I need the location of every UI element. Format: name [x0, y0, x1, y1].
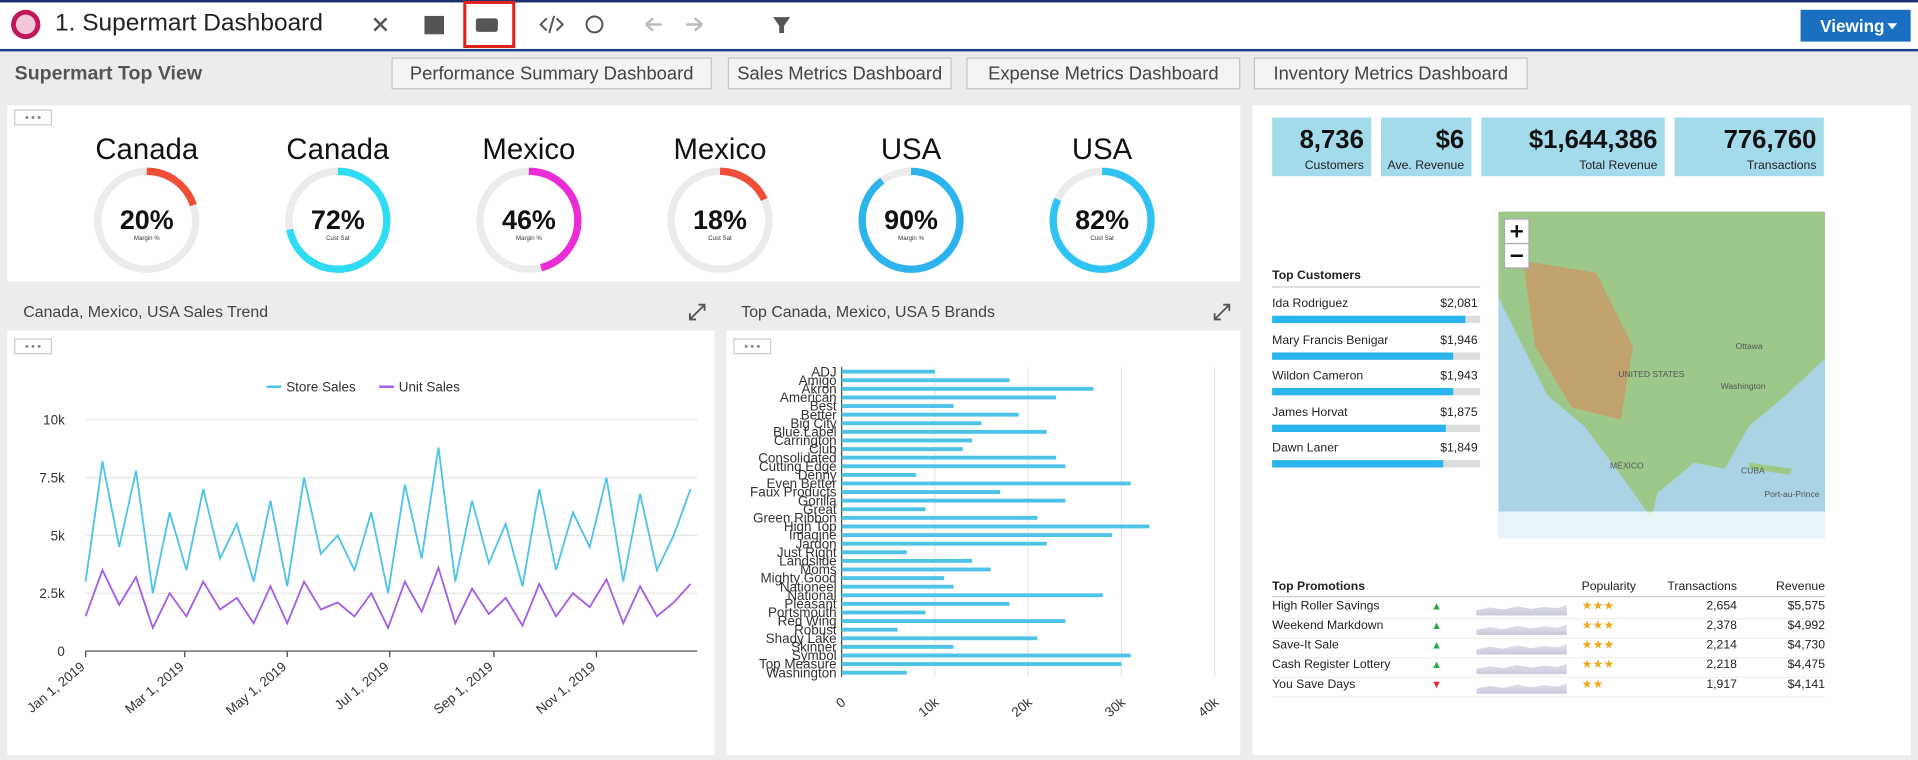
customer-name: Ida Rodriguez — [1272, 297, 1349, 311]
dashboard-tab[interactable]: Performance Summary Dashboard — [391, 57, 712, 90]
toolbar-title: 1. Supermart Dashboard — [55, 9, 323, 37]
customer-bar — [1272, 351, 1453, 360]
dashboard-tab[interactable]: Sales Metrics Dashboard — [727, 57, 952, 90]
promo-stars: ★★★ — [1581, 599, 1615, 614]
kpi-value: 8,736 — [1299, 126, 1364, 155]
panel-title: Top Canada, Mexico, USA 5 Brands — [741, 302, 995, 321]
kpi-value: $1,644,386 — [1528, 126, 1658, 155]
table-header: Revenue — [1776, 580, 1826, 594]
viewing-button[interactable]: Viewing — [1800, 9, 1911, 42]
gauge-panel — [7, 105, 1241, 282]
sparkline — [1476, 624, 1567, 636]
table-header: Transactions — [1667, 580, 1737, 594]
expand-icon[interactable] — [1213, 303, 1231, 321]
dashboard-tab[interactable]: Expense Metrics Dashboard — [966, 57, 1241, 90]
list-title: Top Customers — [1272, 269, 1481, 288]
promo-revenue: $5,575 — [1787, 599, 1826, 614]
promo-name: You Save Days — [1272, 677, 1356, 692]
customer-name: Wildon Cameron — [1272, 369, 1364, 384]
promo-stars: ★★★ — [1581, 638, 1615, 653]
sparkline — [1476, 643, 1567, 655]
customer-name: James Horvat — [1272, 405, 1348, 420]
kpi-tile — [1481, 117, 1665, 177]
promo-stars: ★★★ — [1581, 658, 1615, 672]
toolbar — [0, 0, 1918, 52]
sales-panel — [7, 330, 715, 756]
table-rule — [1272, 595, 1826, 598]
promo-name: High Roller Savings — [1272, 599, 1380, 614]
kpi-caption: Customers — [1304, 159, 1364, 173]
sparkline — [1476, 604, 1567, 616]
sparkline — [1476, 663, 1567, 675]
kpi-caption: Total Revenue — [1579, 159, 1658, 173]
promo-transactions: 2,378 — [1706, 619, 1737, 633]
table-rule — [1272, 657, 1826, 659]
panel-title: Canada, Mexico, USA Sales Trend — [23, 302, 269, 321]
promo-trend: ▲ — [1431, 658, 1443, 671]
promo-trend: ▲ — [1431, 638, 1443, 652]
promo-transactions: 2,654 — [1706, 599, 1737, 614]
promo-revenue: $4,992 — [1787, 619, 1826, 633]
promo-revenue: $4,475 — [1787, 658, 1826, 672]
kpi-tile — [1380, 117, 1472, 177]
customer-bar — [1272, 315, 1466, 324]
promo-revenue: $4,730 — [1787, 638, 1826, 653]
customer-name: Dawn Laner — [1272, 441, 1339, 456]
dashboard-tab[interactable]: Inventory Metrics Dashboard — [1253, 57, 1528, 90]
customer-value: $1,849 — [1440, 441, 1478, 456]
promo-name: Weekend Markdown — [1272, 619, 1384, 633]
table-rule — [1272, 637, 1826, 639]
kpi-value: 776,760 — [1723, 126, 1817, 155]
promo-transactions: 1,917 — [1706, 677, 1737, 692]
customer-name: Mary Francis Benigar — [1272, 333, 1389, 347]
kpi-value: $6 — [1435, 126, 1465, 155]
customer-value: $2,081 — [1440, 297, 1478, 311]
promo-transactions: 2,218 — [1706, 658, 1737, 672]
promo-trend: ▲ — [1431, 619, 1443, 632]
customer-value: $1,943 — [1440, 369, 1478, 384]
customer-bar — [1272, 387, 1453, 396]
promo-transactions: 2,214 — [1706, 638, 1737, 653]
kpi-caption: Ave. Revenue — [1387, 159, 1465, 173]
customer-bar — [1272, 424, 1447, 432]
promo-trend: ▼ — [1431, 677, 1443, 691]
promo-stars: ★★★ — [1581, 619, 1615, 633]
kpi-tile — [1272, 117, 1372, 177]
promo-name: Cash Register Lottery — [1272, 658, 1391, 672]
customer-value: $1,946 — [1440, 333, 1478, 347]
promo-trend: ▲ — [1431, 599, 1443, 612]
table-rule — [1272, 676, 1826, 678]
kpi-tile — [1674, 117, 1824, 177]
table-rule — [1272, 696, 1826, 698]
table-title: Top Promotions — [1272, 580, 1365, 594]
customer-value: $1,875 — [1440, 405, 1478, 420]
table-rule — [1272, 618, 1826, 620]
promo-stars: ★★ — [1581, 677, 1604, 692]
expand-icon[interactable] — [688, 303, 706, 321]
viewing-label[interactable]: Viewing — [1820, 15, 1885, 36]
table-header: Popularity — [1581, 580, 1636, 594]
customer-bar — [1272, 460, 1444, 468]
sparkline — [1476, 683, 1567, 694]
promo-revenue: $4,141 — [1787, 677, 1826, 692]
section-title: Supermart Top View — [14, 63, 203, 85]
kpi-caption: Transactions — [1746, 159, 1817, 173]
brands-panel — [726, 330, 1241, 756]
promo-name: Save-It Sale — [1272, 638, 1339, 653]
